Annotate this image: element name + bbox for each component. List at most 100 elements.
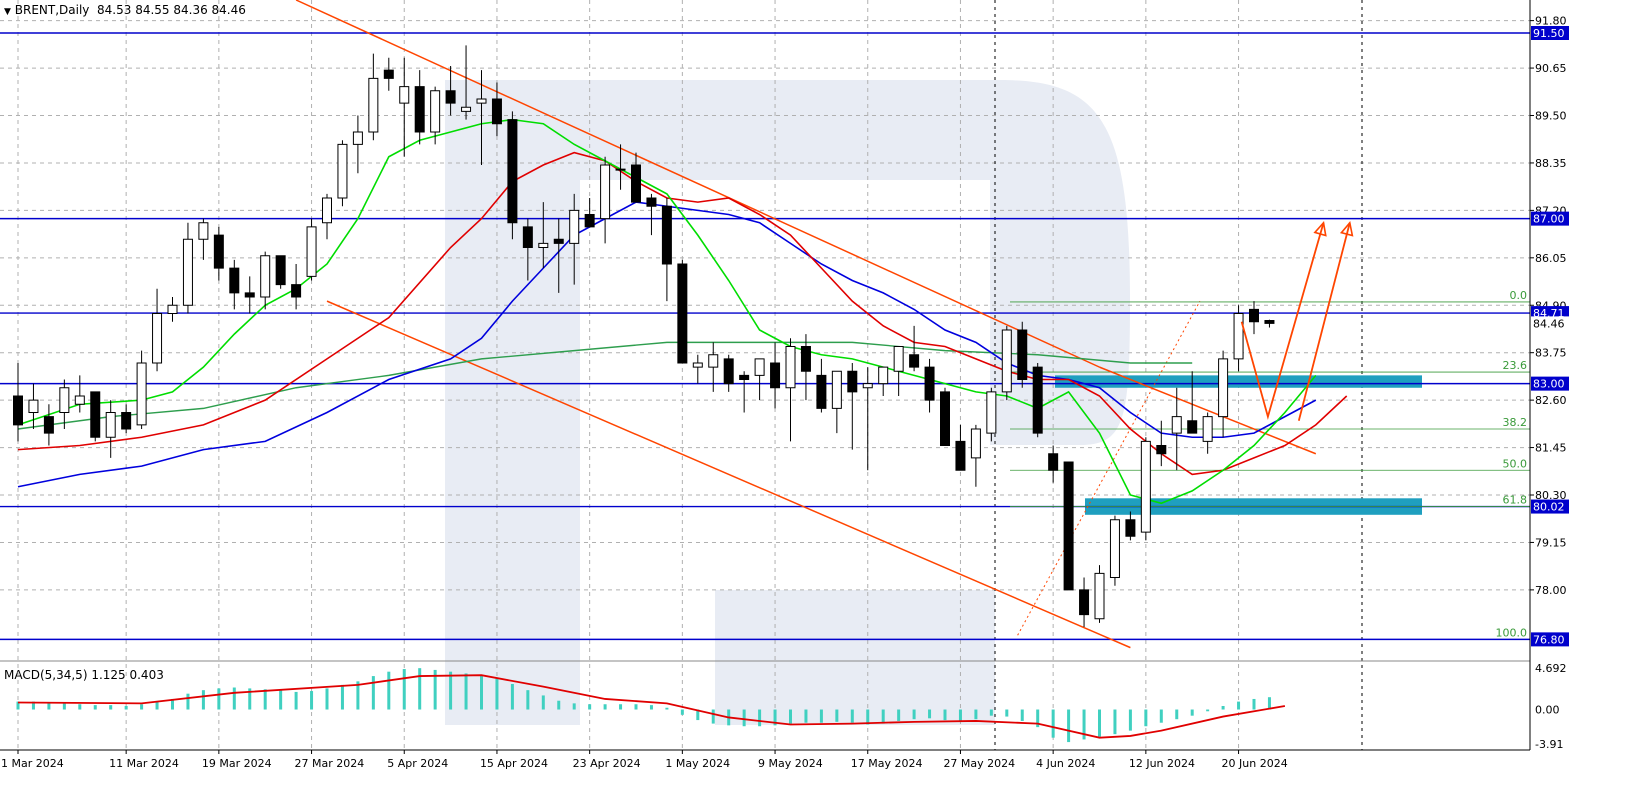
time-axis: 1 Mar 2024 11 Mar 2024 19 Mar 2024 27 Mar 2… <box>0 749 1530 770</box>
macd-histogram-bar <box>155 701 159 710</box>
candle-body <box>1218 358 1229 418</box>
candle-body <box>244 292 255 298</box>
macd-histogram-bar <box>1128 709 1132 731</box>
level-price-tag <box>1531 211 1569 226</box>
candle-body <box>1063 461 1074 591</box>
price-tick-label: 86.05 <box>1535 252 1567 265</box>
price-tick-label: 79.15 <box>1535 536 1567 549</box>
macd-panel <box>16 668 1286 743</box>
macd-header: MACD(5,34,5) 1.125 0.403 <box>4 668 164 682</box>
macd-histogram-bar <box>758 709 762 727</box>
macd-histogram-bar <box>572 703 576 710</box>
candle-body <box>940 391 950 446</box>
level-price-tag <box>1531 316 1569 331</box>
macd-histogram-bar <box>1082 709 1086 740</box>
candle-body <box>522 226 533 248</box>
macd-histogram-bar <box>263 689 267 710</box>
macd-histogram-bar <box>1005 709 1009 717</box>
candle-body <box>322 197 332 224</box>
candle-body <box>352 131 363 145</box>
candle-body <box>723 358 734 385</box>
macd-histogram-bar <box>773 709 777 726</box>
candle-body <box>167 304 178 314</box>
candle-body <box>692 362 703 368</box>
candle-body <box>847 370 858 393</box>
macd-histogram-bar <box>526 690 530 710</box>
candle-body <box>1264 320 1275 324</box>
collapse-arrow-icon[interactable]: ▼ <box>4 7 11 17</box>
macd-histogram-bar <box>634 704 638 710</box>
ma-blue-line <box>17 201 1317 488</box>
date-tick-label: 9 May 2024 <box>758 757 823 770</box>
price-axis: 91.8090.6589.5088.3587.2086.0584.9083.75… <box>1529 0 1569 751</box>
candle-body <box>893 346 904 372</box>
candle-body <box>739 374 750 380</box>
macd-histogram-bar <box>387 671 391 710</box>
macd-histogram-bar <box>186 693 190 710</box>
candle-body <box>1017 329 1028 380</box>
candle-body <box>569 209 580 244</box>
forecast-arrow-path <box>1240 222 1325 420</box>
candle-body <box>1109 519 1120 578</box>
macd-histogram-bar <box>557 700 561 710</box>
candle-body <box>1156 445 1167 455</box>
price-tick-label: 78.00 <box>1535 584 1567 597</box>
macd-histogram-bar <box>232 687 236 710</box>
channel-lines <box>295 0 1317 649</box>
macd-histogram-bar <box>711 709 715 724</box>
date-tick-label: 19 Mar 2024 <box>202 757 272 770</box>
candle-body <box>1171 416 1182 434</box>
level-price-tag <box>1531 499 1569 514</box>
candle-body <box>955 440 966 471</box>
candle-body <box>383 69 394 79</box>
candle-body <box>306 226 317 277</box>
macd-histogram-bar <box>1190 709 1194 716</box>
candle-body <box>1249 308 1259 323</box>
date-tick-label: 1 May 2024 <box>665 757 730 770</box>
candle-body <box>1233 313 1244 360</box>
candle-body <box>414 86 425 133</box>
date-tick-label: 1 Mar 2024 <box>1 757 64 770</box>
macd-histogram-bar <box>835 709 839 722</box>
macd-histogram-bar <box>1144 709 1148 727</box>
date-tick-label: 5 Apr 2024 <box>387 757 448 770</box>
candle-body <box>275 255 286 286</box>
macd-histogram-bar <box>1252 698 1256 710</box>
candle-body <box>136 362 147 426</box>
candle-body <box>399 86 410 104</box>
macd-histogram-bar <box>495 678 499 710</box>
price-tick-label: 80.30 <box>1535 489 1567 502</box>
macd-histogram-bar <box>356 681 360 710</box>
fib-label: 38.2 <box>1503 416 1528 429</box>
watermark-logo <box>445 80 1130 725</box>
macd-histogram-bar <box>310 691 314 710</box>
channel-upper-line <box>295 0 1100 368</box>
macd-histogram-bar <box>340 684 344 710</box>
macd-histogram-bar <box>1098 709 1101 737</box>
candle-body <box>584 214 595 228</box>
fib-label: 50.0 <box>1503 457 1528 470</box>
candle-body <box>553 238 564 244</box>
macd-histogram-bar <box>294 691 298 710</box>
macd-histogram-bar <box>449 671 453 710</box>
macd-histogram-bar <box>588 704 592 710</box>
forecast-arrow-path <box>1297 222 1351 421</box>
date-tick-label: 12 Jun 2024 <box>1129 757 1195 770</box>
macd-histogram-bar <box>804 709 808 723</box>
macd-histogram-bar <box>1020 709 1024 721</box>
macd-histogram-bar <box>124 706 128 710</box>
fib-label: 23.6 <box>1503 359 1528 372</box>
macd-histogram-bar <box>989 709 993 716</box>
macd-histogram-bar <box>1113 709 1117 735</box>
candle-body <box>538 242 549 248</box>
candle-body <box>661 205 672 265</box>
macd-tick-label: 0.00 <box>1535 704 1560 717</box>
price-tick-label: 83.75 <box>1535 347 1567 360</box>
macd-histogram-bar <box>464 673 468 710</box>
candle-body <box>260 255 271 298</box>
macd-histogram-bar <box>1159 709 1163 723</box>
candle-body <box>337 143 348 199</box>
macd-histogram-bar <box>819 709 823 723</box>
macd-histogram-bar <box>1267 697 1271 710</box>
